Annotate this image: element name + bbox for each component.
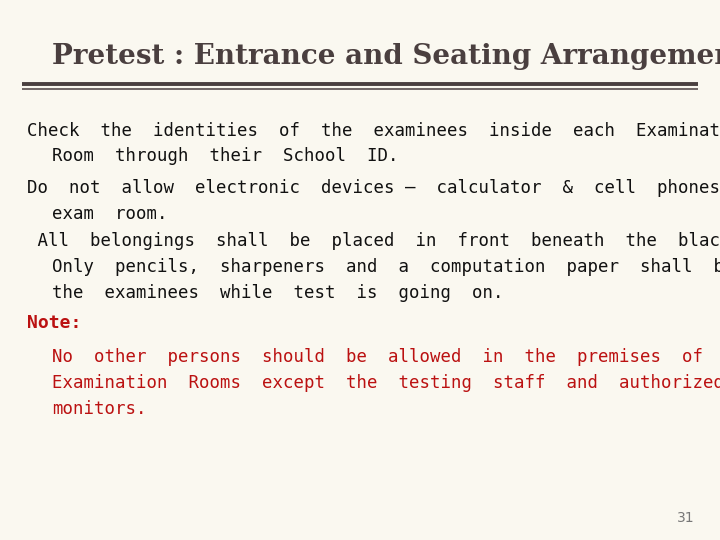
- Text: Room  through  their  School  ID.: Room through their School ID.: [52, 147, 398, 165]
- Text: 31: 31: [678, 511, 695, 525]
- Text: Check  the  identities  of  the  examinees  inside  each  Examination: Check the identities of the examinees in…: [27, 122, 720, 139]
- Text: the  examinees  while  test  is  going  on.: the examinees while test is going on.: [52, 284, 503, 302]
- Text: Do  not  allow  electronic  devices –  calculator  &  cell  phones  in  the: Do not allow electronic devices – calcul…: [27, 179, 720, 197]
- Text: Examination  Rooms  except  the  testing  staff  and  authorized: Examination Rooms except the testing sta…: [52, 374, 720, 392]
- Text: No  other  persons  should  be  allowed  in  the  premises  of  the: No other persons should be allowed in th…: [52, 348, 720, 366]
- Text: Pretest : Entrance and Seating Arrangement: Pretest : Entrance and Seating Arrangeme…: [52, 43, 720, 70]
- Text: Note:: Note:: [27, 314, 82, 332]
- Text: monitors.: monitors.: [52, 400, 146, 418]
- Text: Only  pencils,  sharpeners  and  a  computation  paper  shall  be  with: Only pencils, sharpeners and a computati…: [52, 258, 720, 276]
- Text: All  belongings  shall  be  placed  in  front  beneath  the  blackboard.: All belongings shall be placed in front …: [27, 232, 720, 250]
- Text: exam  room.: exam room.: [52, 205, 167, 223]
